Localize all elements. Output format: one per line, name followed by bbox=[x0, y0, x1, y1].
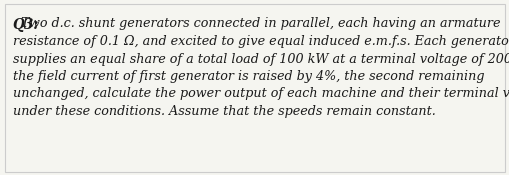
FancyBboxPatch shape bbox=[5, 4, 504, 172]
Text: Two d.c. shunt generators connected in parallel, each having an armature
resista: Two d.c. shunt generators connected in p… bbox=[13, 18, 509, 118]
Text: Q3:: Q3: bbox=[13, 18, 39, 32]
